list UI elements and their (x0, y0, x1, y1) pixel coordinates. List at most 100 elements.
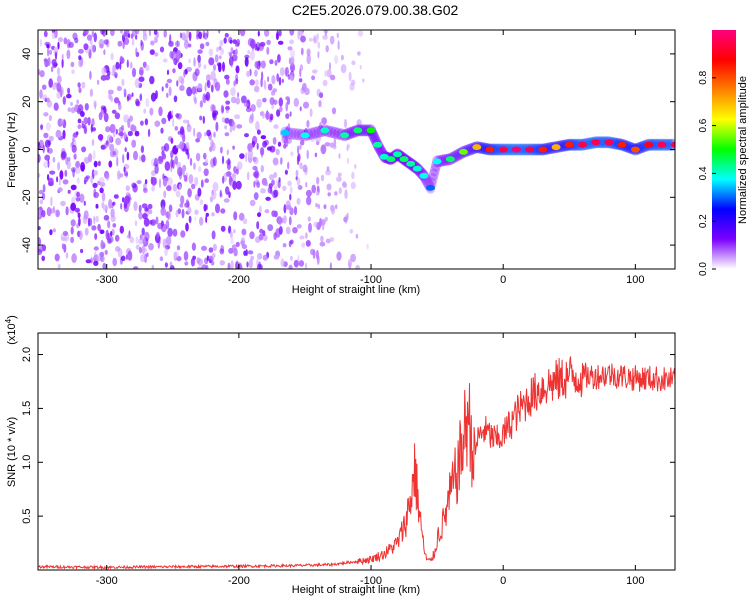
noise-cell (229, 118, 233, 126)
track-point (399, 156, 409, 163)
noise-cell (99, 43, 104, 49)
noise-cell (290, 151, 294, 156)
snr-panel: -300 -200 -100 0 100 0.5 1.0 1.5 2.0 Height of … (4, 315, 676, 596)
noise-cell (278, 216, 282, 226)
x-tick-label: 100 (626, 575, 644, 587)
noise-cell (188, 174, 194, 184)
noise-cell (210, 261, 215, 266)
snr-x-axis: -300 -200 -100 0 100 (96, 333, 645, 587)
noise-cell (272, 137, 277, 145)
track-halo (491, 143, 502, 156)
noise-cell (356, 119, 363, 128)
noise-cell (207, 80, 211, 89)
noise-cell (250, 104, 256, 112)
noise-cell (340, 54, 344, 61)
noise-cell (110, 215, 116, 223)
noise-cell (227, 158, 231, 166)
noise-cell (90, 257, 93, 264)
noise-cell (38, 226, 41, 231)
snr-frame (37, 332, 676, 571)
noise-cell (347, 157, 350, 164)
noise-cell (41, 210, 46, 218)
noise-cell (105, 229, 109, 240)
noise-cell (94, 101, 97, 110)
noise-cell (174, 155, 178, 165)
noise-cell (38, 139, 44, 149)
noise-cell (193, 57, 196, 67)
noise-cell (52, 228, 56, 233)
noise-cell (131, 92, 134, 97)
noise-cell (215, 121, 219, 132)
noise-cell (228, 247, 234, 254)
noise-cell (201, 264, 207, 269)
noise-cell (275, 228, 281, 238)
noise-cell (186, 66, 192, 72)
noise-cell (92, 150, 96, 160)
noise-cell (197, 61, 202, 68)
noise-cell (123, 88, 127, 94)
noise-cell (57, 41, 60, 50)
noise-cell (48, 78, 53, 88)
noise-cell (168, 204, 173, 213)
noise-cell (218, 55, 222, 60)
noise-cell (316, 32, 319, 40)
noise-cell (131, 182, 137, 189)
noise-cell (247, 142, 254, 153)
noise-cell (272, 157, 279, 166)
noise-cell (77, 124, 82, 130)
track-point (432, 158, 442, 165)
noise-cell (84, 227, 89, 236)
noise-cell (100, 74, 107, 81)
page-title: C2E5.2026.079.00.38.G02 (291, 2, 459, 18)
noise-cell (321, 117, 327, 125)
noise-cell (287, 180, 292, 187)
noise-cell (296, 224, 302, 229)
noise-cell (39, 70, 45, 78)
noise-cell (225, 78, 230, 85)
track-halo (584, 137, 595, 150)
noise-cell (164, 161, 171, 172)
noise-cell (161, 150, 165, 157)
noise-cell (43, 112, 49, 117)
noise-cell (78, 48, 84, 54)
noise-cell (248, 259, 253, 269)
noise-cell (62, 129, 66, 140)
noise-cell (99, 229, 105, 235)
noise-cell (260, 135, 267, 140)
noise-cell (331, 107, 337, 115)
noise-cell (47, 140, 52, 146)
noise-cell (224, 74, 230, 80)
noise-cell (324, 30, 328, 37)
noise-cell (199, 216, 204, 226)
y-tick-label: 2.0 (21, 347, 33, 362)
noise-cell (165, 82, 169, 89)
noise-cell (63, 37, 68, 45)
noise-cell (296, 155, 300, 166)
noise-cell (228, 191, 231, 199)
noise-cell (180, 77, 185, 86)
noise-cell (129, 61, 133, 70)
noise-cell (81, 123, 85, 129)
noise-cell (118, 104, 122, 111)
noise-cell (319, 217, 322, 228)
noise-cell (165, 245, 171, 250)
noise-cell (187, 206, 192, 214)
noise-cell (48, 135, 54, 142)
noise-cell (318, 100, 322, 108)
noise-cell (270, 90, 276, 96)
noise-cell (70, 226, 74, 235)
noise-cell (252, 171, 259, 178)
noise-cell (259, 228, 264, 234)
noise-cell (70, 101, 73, 107)
noise-cell (77, 104, 84, 113)
noise-cell (121, 78, 125, 87)
noise-cell (119, 57, 125, 64)
noise-cell (93, 188, 97, 198)
noise-cell (143, 108, 147, 114)
noise-cell (221, 155, 225, 165)
noise-cell (55, 129, 62, 139)
noise-cell (82, 214, 88, 225)
noise-cell (83, 179, 87, 185)
noise-cell (159, 256, 164, 262)
noise-cell (219, 248, 225, 255)
